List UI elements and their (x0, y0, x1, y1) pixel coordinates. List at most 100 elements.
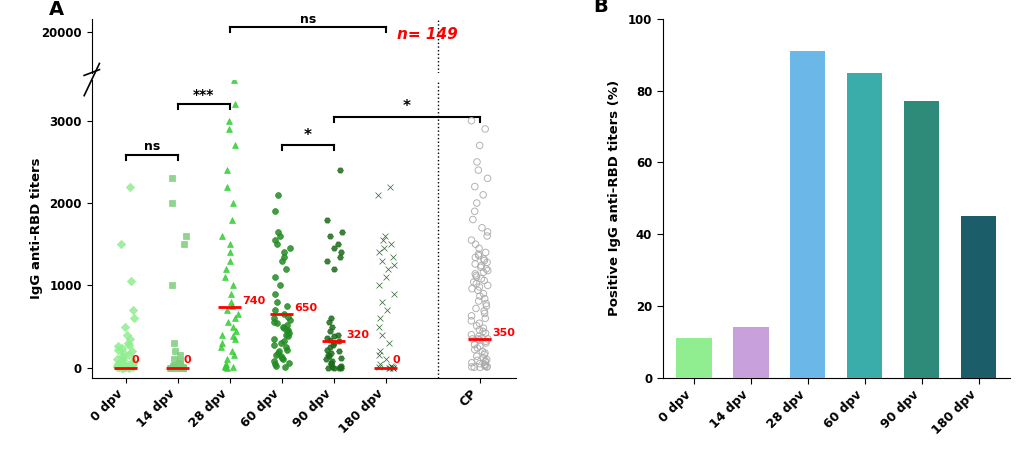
Point (321, 343, 337, 351)
Point (475, 354, 491, 362)
Point (226, 335, 243, 343)
Text: 350: 350 (491, 328, 515, 337)
Point (114, 344, 130, 352)
Point (122, 183, 139, 190)
Point (229, 311, 246, 318)
Point (467, 260, 483, 268)
Point (381, 364, 397, 371)
Point (109, 362, 125, 370)
Point (218, 364, 234, 371)
Point (468, 199, 484, 207)
Point (466, 346, 482, 354)
Bar (903, 101, 938, 378)
Point (276, 363, 292, 371)
Point (119, 331, 136, 338)
Point (463, 312, 479, 320)
Point (227, 404, 244, 412)
Point (475, 328, 491, 335)
Point (276, 324, 292, 332)
Point (330, 337, 346, 345)
Point (471, 360, 487, 367)
Point (466, 208, 482, 215)
Point (218, 216, 234, 224)
Point (474, 334, 490, 342)
Point (322, 349, 338, 357)
Point (475, 290, 491, 297)
Point (120, 351, 137, 358)
Point (266, 335, 282, 343)
Point (468, 353, 484, 360)
Point (384, 364, 400, 371)
Y-axis label: IgG anti-RBD titers: IgG anti-RBD titers (30, 158, 43, 299)
Point (372, 314, 388, 322)
Point (373, 257, 389, 264)
Point (464, 363, 480, 371)
Point (276, 253, 292, 261)
Point (113, 240, 129, 248)
Point (271, 347, 287, 355)
Point (224, 302, 240, 310)
Point (471, 326, 487, 334)
Point (471, 336, 487, 344)
Text: A: A (49, 0, 64, 19)
Point (115, 349, 131, 357)
Point (471, 142, 487, 149)
Point (385, 253, 401, 261)
Text: ns: ns (300, 13, 316, 25)
Point (122, 335, 139, 343)
Point (320, 364, 336, 371)
Point (174, 364, 191, 371)
Point (474, 347, 490, 355)
Point (479, 259, 495, 266)
Point (371, 323, 387, 330)
Point (268, 320, 284, 327)
Point (332, 362, 348, 370)
Point (476, 307, 492, 315)
Text: 0: 0 (183, 355, 192, 365)
Point (476, 257, 492, 264)
Point (223, 290, 239, 297)
Point (164, 175, 180, 182)
Point (468, 304, 484, 312)
Point (221, 364, 237, 371)
Point (164, 282, 180, 289)
Point (229, 270, 246, 278)
Point (227, 431, 244, 438)
Point (162, 364, 178, 371)
Point (385, 261, 401, 269)
Point (221, 117, 237, 125)
Point (214, 232, 230, 240)
Point (269, 228, 285, 236)
Point (165, 356, 181, 363)
Point (378, 306, 394, 314)
Point (463, 331, 479, 338)
Point (124, 360, 141, 367)
Point (227, 327, 244, 335)
Point (222, 249, 238, 256)
Point (280, 329, 297, 337)
Point (325, 341, 341, 348)
Point (217, 362, 233, 370)
Point (479, 362, 495, 370)
Point (464, 335, 480, 343)
Point (109, 356, 125, 363)
Point (224, 216, 240, 223)
Point (165, 362, 181, 370)
Point (278, 331, 294, 338)
Point (478, 339, 494, 347)
Point (330, 364, 346, 371)
Point (117, 363, 133, 371)
Point (323, 361, 339, 368)
Point (326, 244, 342, 252)
Point (464, 285, 480, 293)
Point (219, 319, 235, 326)
Point (318, 216, 334, 223)
Point (114, 359, 130, 367)
Point (476, 361, 492, 368)
Point (463, 117, 479, 125)
Point (265, 341, 281, 348)
Point (269, 298, 285, 306)
Point (479, 267, 495, 274)
Point (125, 314, 142, 322)
Point (465, 216, 481, 223)
